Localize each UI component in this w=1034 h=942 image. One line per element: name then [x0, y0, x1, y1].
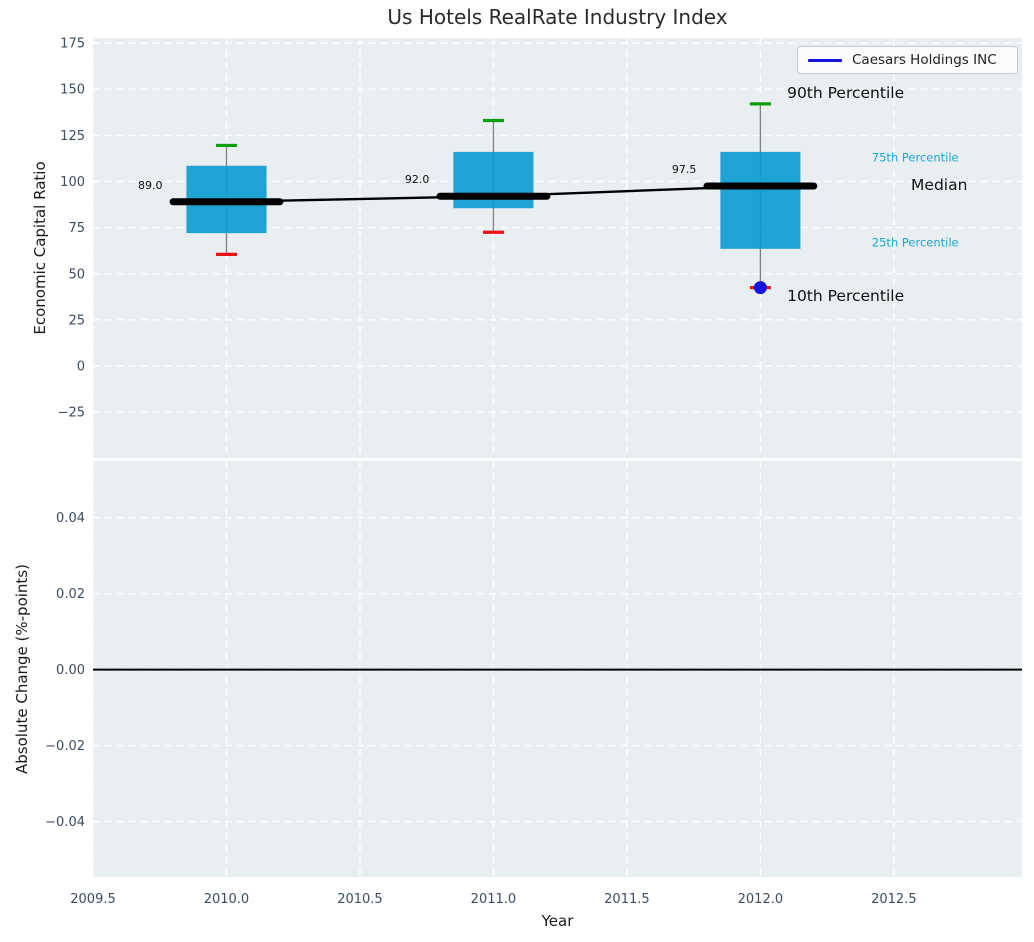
xtick: 2010.0	[204, 892, 250, 907]
ytick-top: 0	[77, 360, 85, 375]
x-axis-label: Year	[541, 912, 574, 930]
y-axis-label-top: Economic Capital Ratio	[31, 161, 49, 335]
ytick-top: −25	[58, 406, 85, 421]
annotation-25th-percentile: 25th Percentile	[872, 235, 959, 249]
annotation-10th-percentile: 10th Percentile	[787, 287, 904, 305]
xtick: 2011.5	[604, 892, 650, 907]
ytick-top: 50	[68, 267, 85, 282]
iqr-box	[453, 151, 534, 209]
xtick: 2012.5	[871, 892, 917, 907]
legend-label: Caesars Holdings INC	[852, 52, 997, 68]
ytick-top: 25	[68, 313, 85, 328]
annotation-median: Median	[911, 176, 967, 194]
ytick-bottom: −0.02	[45, 739, 85, 754]
ytick-bottom: −0.04	[45, 815, 85, 830]
ytick-top: 75	[68, 221, 85, 236]
legend-line-icon	[808, 58, 842, 62]
ytick-bottom: 0.04	[56, 511, 85, 526]
xtick: 2011.0	[471, 892, 517, 907]
ytick-top: 100	[60, 175, 85, 190]
xtick: 2009.5	[70, 892, 116, 907]
xtick: 2012.0	[738, 892, 784, 907]
ytick-top: 150	[60, 83, 85, 98]
company-point	[753, 281, 767, 295]
chart-title: Us Hotels RealRate Industry Index	[387, 5, 728, 29]
xtick: 2010.5	[337, 892, 383, 907]
y-axis-label-bottom: Absolute Change (%-points)	[13, 564, 31, 774]
ytick-top: 175	[60, 36, 85, 51]
median-value-label: 89.0	[138, 179, 163, 192]
annotation-75th-percentile: 75th Percentile	[872, 150, 959, 164]
iqr-box	[720, 151, 801, 249]
median-value-label: 97.5	[672, 163, 697, 176]
ytick-top: 125	[60, 129, 85, 144]
ytick-bottom: 0.02	[56, 587, 85, 602]
legend: Caesars Holdings INC	[797, 46, 1018, 74]
ytick-bottom: 0.00	[56, 663, 85, 678]
top-panel-bg	[93, 38, 1022, 458]
annotation-90th-percentile: 90th Percentile	[787, 84, 904, 102]
median-value-label: 92.0	[405, 173, 430, 186]
